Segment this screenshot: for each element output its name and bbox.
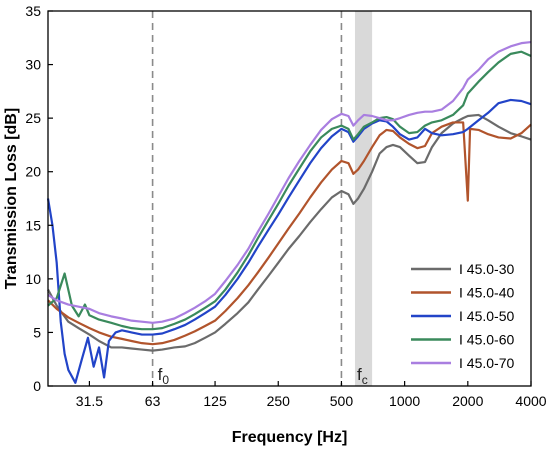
x-tick-label: 1000 (389, 393, 420, 409)
x-tick-label: 4000 (515, 393, 546, 409)
x-tick-label: 250 (267, 393, 291, 409)
legend-label-4: I 45.0-60 (459, 332, 514, 348)
series-line-5 (47, 40, 532, 324)
legend-label-2: I 45.0-40 (459, 285, 514, 301)
y-tick-label: 10 (25, 271, 41, 287)
series-layer (46, 40, 532, 384)
y-tick-label: 5 (33, 324, 41, 340)
legend-label-1: I 45.0-30 (459, 261, 514, 277)
f0-annotation: f0 (158, 365, 170, 387)
x-tick-label: 500 (330, 393, 354, 409)
y-tick-label: 15 (25, 217, 41, 233)
x-tick-label: 2000 (452, 393, 483, 409)
axes-layer: 0 5 10 15 20 25 30 35 31.5 63 125 250 500 1000 2000 400… (25, 3, 546, 409)
fc-shaded-band-layer (354, 11, 373, 386)
x-tick-label: 31.5 (76, 393, 103, 409)
y-tick-label: 0 (33, 378, 41, 394)
fc-letter: f (357, 365, 362, 384)
legend: I 45.0-30 I 45.0-40 I 45.0-50 I 45.0-60 I 45… (411, 261, 514, 371)
y-tick-label: 25 (25, 110, 41, 126)
legend-label-5: I 45.0-70 (459, 355, 514, 371)
f0-subscript: 0 (162, 373, 169, 387)
fc-subscript: c (362, 373, 368, 387)
y-tick-label: 20 (25, 164, 41, 180)
x-axis-title: Frequency [Hz] (232, 429, 348, 446)
f0-letter: f (158, 365, 163, 384)
y-tick-label: 35 (25, 3, 41, 19)
y-axis-title: Transmission Loss [dB] (3, 108, 20, 289)
y-tick-label: 30 (25, 57, 41, 73)
x-tick-label: 63 (145, 393, 161, 409)
fc-shaded-band (354, 11, 373, 386)
series-line-2 (47, 121, 532, 346)
x-tick-label: 125 (203, 393, 227, 409)
legend-label-3: I 45.0-50 (459, 308, 514, 324)
series-line-4 (47, 50, 532, 331)
series-line-3 (46, 98, 532, 384)
fc-annotation: fc (357, 365, 368, 387)
plot-area (48, 11, 531, 386)
series-line-1 (47, 113, 532, 352)
plot-frame (47, 10, 532, 387)
